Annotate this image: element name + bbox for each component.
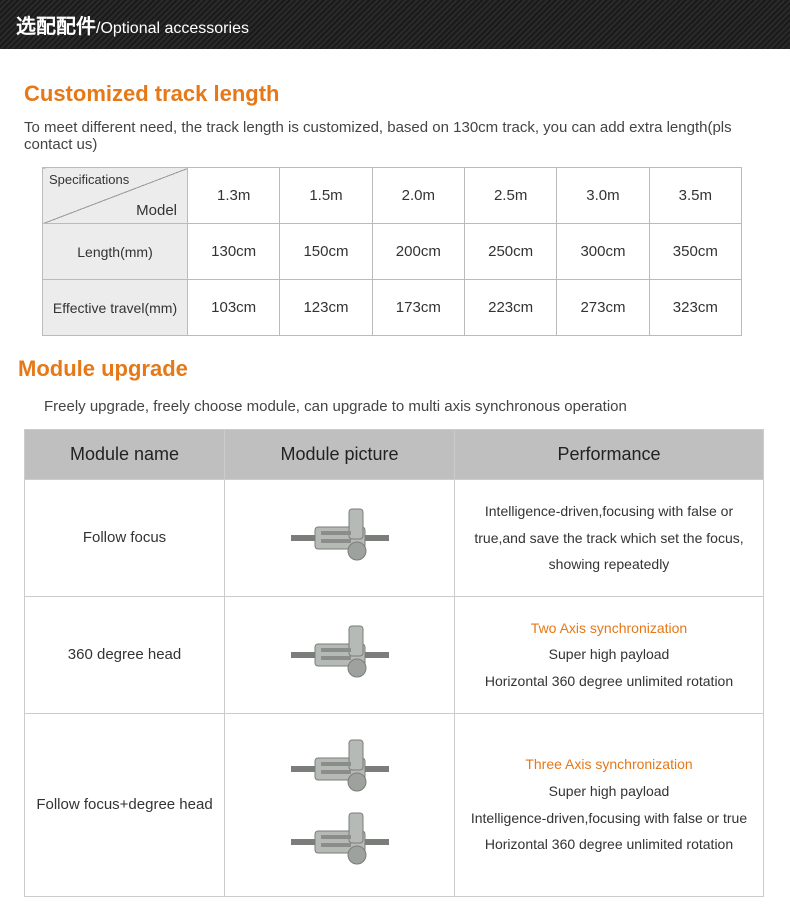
- cell: 273cm: [557, 280, 649, 336]
- perf-line: Intelligence-driven,focusing with false …: [465, 805, 753, 832]
- row-label: Length(mm): [43, 224, 188, 280]
- cell: 123cm: [280, 280, 372, 336]
- th-name: Module name: [25, 430, 225, 480]
- module-table: Module name Module picture Performance F…: [24, 429, 764, 897]
- section2-title: Module upgrade: [18, 356, 766, 382]
- cell: 150cm: [280, 224, 372, 280]
- module-performance: Three Axis synchronizationSuper high pay…: [455, 713, 764, 896]
- table-row: 360 degree head Two Axis synchronizationS…: [25, 596, 764, 713]
- module-name: 360 degree head: [25, 596, 225, 713]
- cell: 350cm: [649, 224, 741, 280]
- cell: 223cm: [464, 280, 556, 336]
- axis-header: Two Axis synchronization: [465, 615, 753, 642]
- table-row: Length(mm) 130cm 150cm 200cm 250cm 300cm…: [43, 224, 742, 280]
- table-row: Follow focus Intelligence-driven,focusing…: [25, 480, 764, 597]
- banner: 选配配件/Optional accessories: [0, 0, 790, 49]
- cell: 130cm: [188, 224, 280, 280]
- module-performance: Intelligence-driven,focusing with false …: [455, 480, 764, 597]
- diag-cell: Specifications Model: [43, 168, 188, 224]
- product-icon: [285, 618, 395, 688]
- table-row: Module name Module picture Performance: [25, 430, 764, 480]
- perf-line: showing repeatedly: [465, 551, 753, 578]
- model-cell: 1.3m: [188, 168, 280, 224]
- perf-line: true,and save the track which set the fo…: [465, 525, 753, 552]
- table-row: Follow focus+degree head Three Axis synch…: [25, 713, 764, 896]
- model-cell: 3.5m: [649, 168, 741, 224]
- banner-en: /Optional accessories: [96, 20, 249, 37]
- section1-desc: To meet different need, the track length…: [24, 119, 766, 153]
- module-name: Follow focus+degree head: [25, 713, 225, 896]
- axis-header: Three Axis synchronization: [465, 751, 753, 778]
- cell: 173cm: [372, 280, 464, 336]
- module-picture: [225, 480, 455, 597]
- perf-line: Intelligence-driven,focusing with false …: [465, 498, 753, 525]
- cell: 200cm: [372, 224, 464, 280]
- cell: 103cm: [188, 280, 280, 336]
- section2-desc: Freely upgrade, freely choose module, ca…: [44, 398, 766, 415]
- th-perf: Performance: [455, 430, 764, 480]
- cell: 250cm: [464, 224, 556, 280]
- perf-line: Horizontal 360 degree unlimited rotation: [465, 668, 753, 695]
- row-label: Effective travel(mm): [43, 280, 188, 336]
- spec-table: Specifications Model 1.3m 1.5m 2.0m 2.5m…: [42, 167, 742, 336]
- diag-bottom: Model: [136, 202, 177, 219]
- perf-line: Super high payload: [465, 641, 753, 668]
- product-icon: [285, 501, 395, 571]
- module-performance: Two Axis synchronizationSuper high paylo…: [455, 596, 764, 713]
- model-cell: 2.0m: [372, 168, 464, 224]
- cell: 300cm: [557, 224, 649, 280]
- diag-top: Specifications: [49, 172, 129, 187]
- module-name: Follow focus: [25, 480, 225, 597]
- content: Customized track length To meet differen…: [0, 49, 790, 917]
- perf-line: Super high payload: [465, 778, 753, 805]
- module-picture: [225, 596, 455, 713]
- section1-title: Customized track length: [24, 81, 766, 107]
- banner-cn: 选配配件: [16, 16, 96, 38]
- product-icon: [285, 805, 395, 875]
- th-pic: Module picture: [225, 430, 455, 480]
- product-icon: [285, 732, 395, 802]
- model-cell: 1.5m: [280, 168, 372, 224]
- table-row: Effective travel(mm) 103cm 123cm 173cm 2…: [43, 280, 742, 336]
- module-picture: [225, 713, 455, 896]
- perf-line: Horizontal 360 degree unlimited rotation: [465, 831, 753, 858]
- model-cell: 2.5m: [464, 168, 556, 224]
- model-cell: 3.0m: [557, 168, 649, 224]
- table-row: Specifications Model 1.3m 1.5m 2.0m 2.5m…: [43, 168, 742, 224]
- cell: 323cm: [649, 280, 741, 336]
